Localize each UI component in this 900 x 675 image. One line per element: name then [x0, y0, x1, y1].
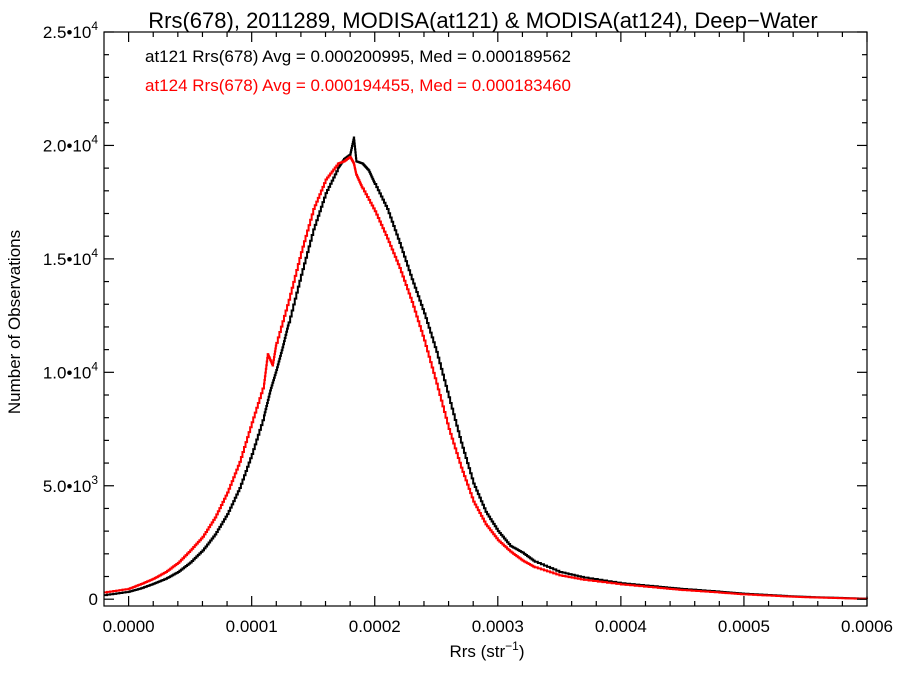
y-tick-label: 1.0•104 [43, 359, 99, 382]
x-tick-label: 0.0001 [226, 617, 278, 636]
x-tick-label: 0.0005 [718, 617, 770, 636]
legend-entry-at124: at124 Rrs(678) Avg = 0.000194455, Med = … [145, 76, 571, 95]
series-layer [104, 136, 868, 600]
y-tick-labels: 0 5.0•103 1.0•104 1.5•104 2.0•104 2.5•104 [43, 19, 99, 609]
y-tick-label: 5.0•103 [43, 473, 99, 496]
y-tick-label: 2.0•104 [43, 132, 99, 155]
x-tick-labels: 0.0000 0.0001 0.0002 0.0003 0.0004 0.0005 0.00… [103, 617, 893, 636]
series-line-at121 [104, 136, 868, 600]
legend-entry-at121: at121 Rrs(678) Avg = 0.000200995, Med = … [145, 47, 571, 66]
plot-frame [103, 31, 868, 607]
x-tick-label: 0.0002 [349, 617, 401, 636]
x-tick-label: 0.0003 [472, 617, 524, 636]
y-tick-label: 0 [89, 590, 98, 609]
x-tick-label: 0.0006 [841, 617, 893, 636]
legend: at121 Rrs(678) Avg = 0.000200995, Med = … [145, 47, 571, 95]
x-axis-label-main: Rrs (str [449, 642, 505, 661]
x-axis-label-suffix: ) [519, 642, 525, 661]
y-tick-label: 2.5•104 [43, 19, 99, 42]
y-axis-label: Number of Observations [5, 230, 24, 414]
series-line-at124 [104, 155, 868, 600]
axis-ticks [104, 31, 868, 606]
chart-title: Rrs(678), 2011289, MODISA(at121) & MODIS… [148, 8, 817, 33]
x-axis-label: Rrs (str−1) [449, 639, 524, 661]
x-tick-label: 0.0000 [103, 617, 155, 636]
x-axis-label-exponent: −1 [505, 639, 519, 653]
y-tick-label: 1.5•104 [43, 246, 99, 269]
x-tick-label: 0.0004 [595, 617, 647, 636]
